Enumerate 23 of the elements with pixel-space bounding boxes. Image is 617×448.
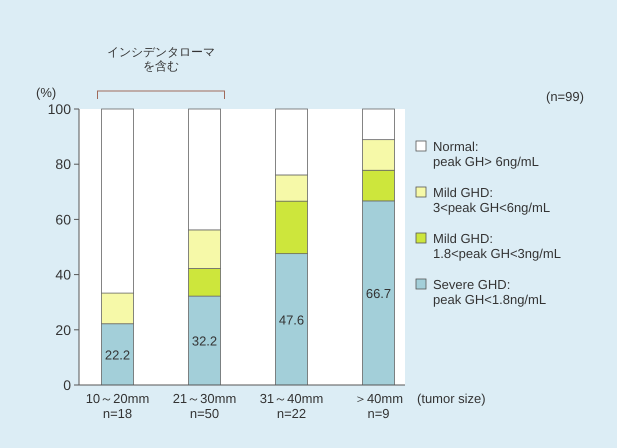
data-label: 66.7: [366, 286, 392, 301]
y-tick-label: 20: [55, 322, 72, 338]
legend-label: Mild GHD: 1.8<peak GH<3ng/mL: [433, 231, 561, 261]
text: インシデンタローマ: [107, 45, 215, 59]
text: (n=99): [546, 89, 584, 104]
x-tick-label: 21～30mm n=50: [172, 391, 236, 421]
data-label: 32.2: [192, 334, 218, 349]
data-label: 22.2: [104, 347, 130, 362]
y-tick-label: 40: [55, 266, 72, 283]
text: を含む: [143, 59, 179, 73]
y-tick-label: 0: [63, 377, 72, 393]
y-axis-title: (%): [36, 85, 56, 100]
x-tick-label: ＞40mm n=9: [354, 391, 404, 421]
x-tick-label: 10～20mm n=18: [86, 391, 150, 421]
x-axis-title: (tumor size): [417, 391, 486, 406]
y-tick-label: 100: [48, 101, 72, 117]
data-label: 47.6: [278, 312, 304, 328]
y-tick-label: 80: [55, 156, 72, 172]
legend-label: Severe GHD: peak GH<1.8ng/mL: [433, 277, 546, 307]
y-tick-label: 60: [55, 211, 72, 228]
legend-label: Mild GHD: 3<peak GH<6ng/mL: [433, 185, 550, 215]
x-tick-label: 31～40mm n=22: [260, 391, 324, 421]
text: Normal: peak GH> 6ng/mL: [433, 139, 539, 169]
